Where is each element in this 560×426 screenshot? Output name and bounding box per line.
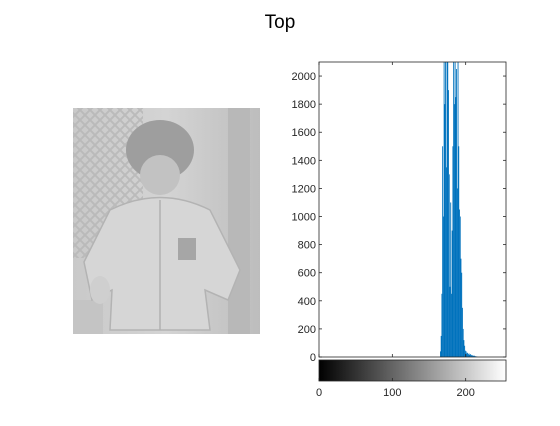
histogram-bar: [452, 146, 454, 357]
y-tick-label: 0: [310, 352, 316, 364]
y-tick-label: 1800: [292, 99, 316, 111]
histogram-bar: [472, 355, 474, 357]
y-tick-label: 400: [298, 296, 316, 308]
histogram-bar: [442, 146, 444, 357]
y-tick-label: 200: [298, 324, 316, 336]
histogram-bar: [440, 335, 442, 357]
histogram-bar: [453, 104, 455, 357]
histogram-bar: [463, 340, 465, 357]
histogram-bar: [471, 355, 473, 357]
x-tick-label: 200: [456, 387, 474, 399]
histogram-bar: [464, 345, 466, 357]
histogram-bar: [442, 216, 444, 357]
histogram-bar: [459, 216, 461, 357]
histogram-bar: [455, 97, 457, 358]
histogram-bar: [460, 258, 462, 357]
histogram-bar: [445, 62, 447, 357]
figure-title: Top: [265, 12, 296, 33]
histogram-bar: [456, 188, 458, 357]
y-tick-label: 1200: [292, 183, 316, 195]
histogram-bar: [446, 62, 448, 357]
histogram-bar: [445, 167, 447, 357]
histogram-bar: [467, 352, 469, 357]
histogram-bar: [451, 293, 452, 357]
histogram-bar: [474, 356, 476, 357]
x-tick-label: 0: [316, 387, 322, 399]
histogram-bar: [444, 104, 446, 357]
histogram-bar: [451, 230, 453, 357]
histogram-bar: [458, 146, 460, 357]
histogram-chart: 0 200 400 600 800 1000 1200 1400 1600 1800 2000: [292, 61, 507, 364]
histogram-bar: [467, 354, 469, 357]
histogram-bar: [468, 353, 470, 357]
histogram-bar: [443, 62, 445, 357]
y-tick-label: 1400: [292, 155, 316, 167]
y-tick-label: 1600: [292, 127, 316, 139]
histogram-bar: [462, 307, 463, 357]
histogram-bar: [462, 328, 464, 357]
histogram-bar: [440, 351, 441, 357]
histogram-bar: [454, 62, 456, 357]
y-tick-label: 1000: [292, 212, 316, 224]
histogram-bar: [470, 354, 472, 357]
histogram-bar: [441, 293, 443, 357]
histogram-bar: [453, 62, 455, 357]
histogram-plot-area: [319, 62, 506, 357]
histogram-bar: [473, 355, 475, 357]
y-tick-label: 2000: [292, 71, 316, 83]
histogram-bar: [469, 354, 471, 357]
histogram-bar: [456, 69, 458, 358]
histogram-bar: [448, 90, 449, 357]
histogram-bar: [447, 62, 449, 357]
x-tick-label: 100: [383, 387, 401, 399]
histogram-bar: [450, 202, 452, 357]
histogram-bar: [448, 174, 450, 357]
y-tick-label: 800: [298, 240, 316, 252]
histogram-bar: [464, 350, 466, 357]
histogram-bar: [461, 272, 463, 357]
histogram-bar: [473, 355, 474, 357]
histogram-bar: [465, 351, 467, 357]
histogram-bar: [457, 62, 459, 357]
histogram-bar: [470, 354, 471, 357]
histogram-axes-box: [318, 61, 507, 358]
grayscale-photo-icon: [73, 108, 260, 334]
histogram-bar: [466, 353, 468, 357]
colorbar: 0 100 200: [316, 359, 507, 399]
histogram-bar: [459, 209, 460, 357]
y-tick-label: 600: [298, 268, 316, 280]
histogram-bar: [449, 286, 451, 357]
